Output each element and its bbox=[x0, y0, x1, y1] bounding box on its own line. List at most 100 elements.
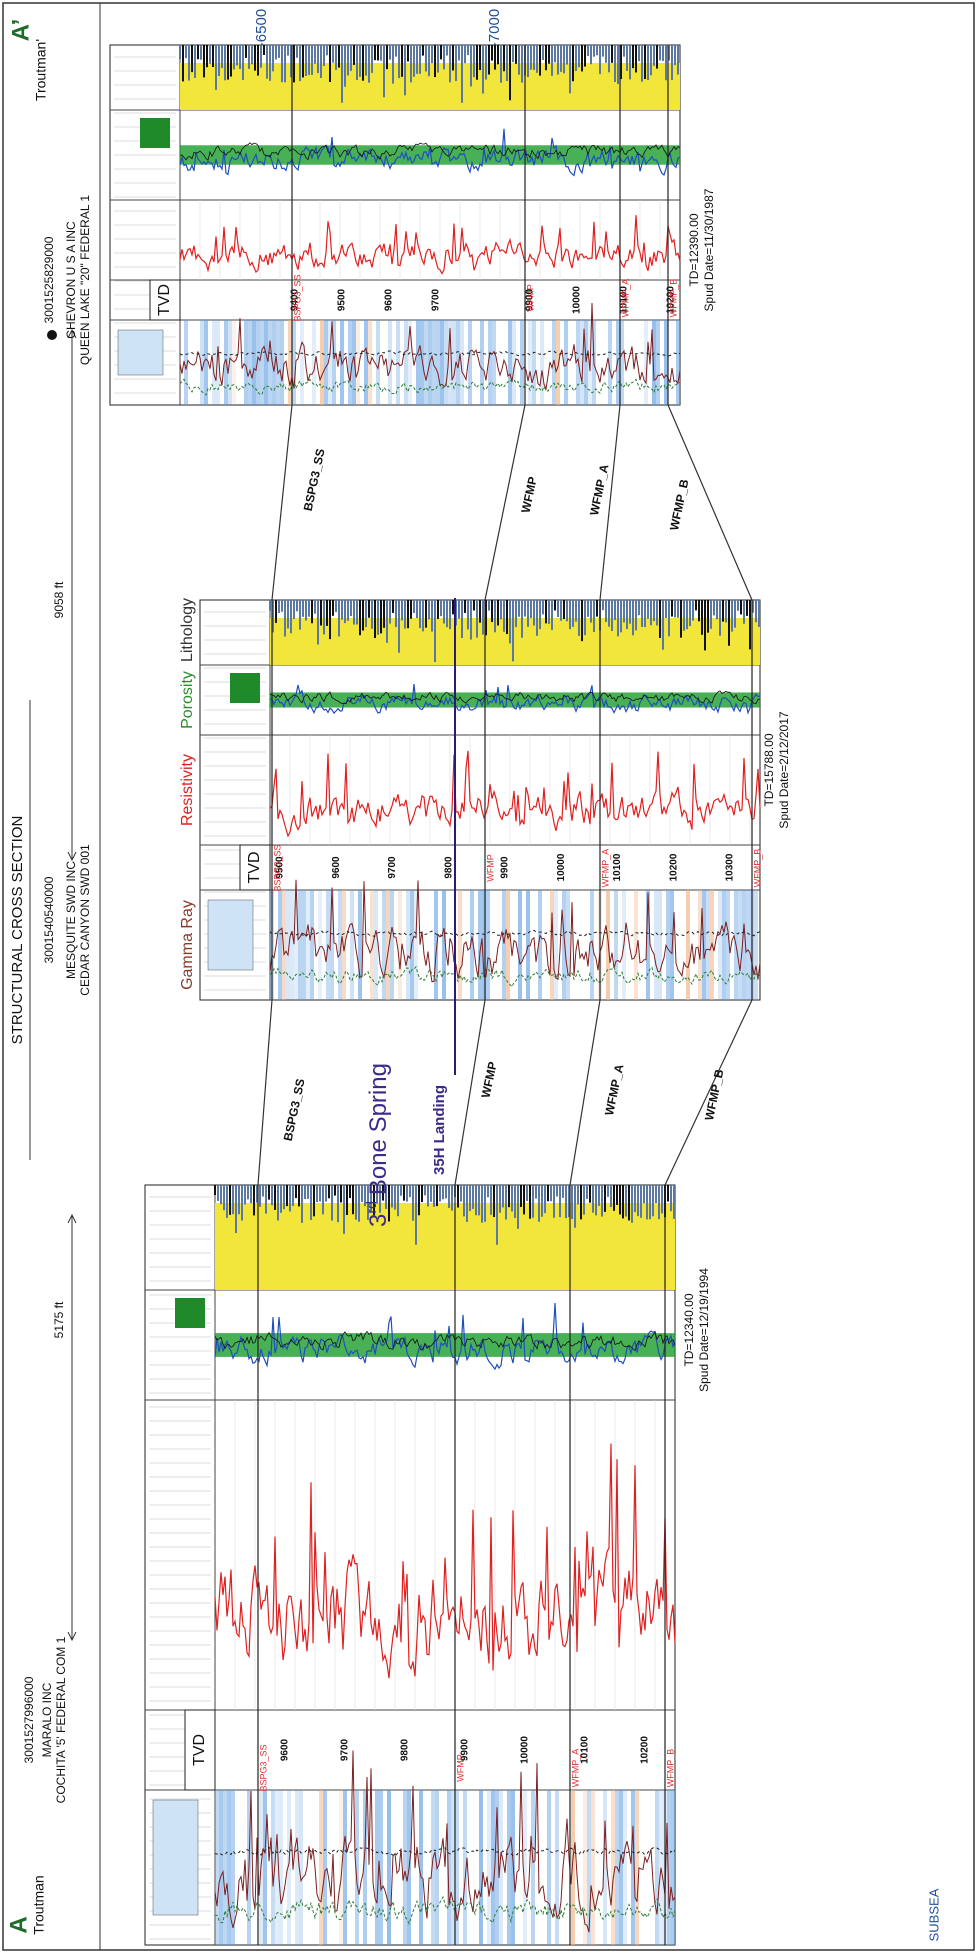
gamma-shade bbox=[456, 320, 460, 405]
gamma-shade bbox=[244, 320, 248, 405]
gamma-shade bbox=[272, 320, 276, 405]
gamma-shade bbox=[324, 320, 328, 405]
annotation-part: rd bbox=[363, 1201, 379, 1213]
gamma-shade bbox=[287, 1790, 291, 1945]
arrow-head bbox=[67, 851, 77, 862]
annotation: 3rd Bone Spring bbox=[363, 1063, 393, 1227]
correlation-line bbox=[599, 404, 621, 601]
gamma-shade bbox=[343, 1790, 347, 1945]
gamma-shade bbox=[463, 1790, 467, 1945]
resistivity-curve bbox=[269, 750, 761, 838]
tvd-label: TVD bbox=[156, 284, 173, 316]
well-operator: CHEVRON U S A INC bbox=[64, 221, 78, 339]
gamma-shade bbox=[364, 320, 368, 405]
gamma-shade bbox=[252, 320, 256, 405]
arrow-head bbox=[67, 1631, 77, 1642]
gamma-shade bbox=[310, 890, 314, 1000]
gamma-shade bbox=[387, 1790, 391, 1945]
end-label: A’ bbox=[7, 19, 34, 42]
gamma-shade bbox=[388, 320, 392, 405]
gamma-shade bbox=[571, 1790, 575, 1945]
depth-label: 9700 bbox=[431, 288, 442, 311]
gamma-header bbox=[117, 329, 164, 376]
gamma-shade bbox=[342, 890, 346, 1000]
gamma-shade bbox=[419, 1790, 423, 1945]
gamma-cutoff bbox=[179, 350, 681, 357]
gamma-shade bbox=[355, 1790, 359, 1945]
depth-label: 10000 bbox=[572, 286, 583, 314]
gamma-shade bbox=[518, 890, 522, 1000]
correlation-line bbox=[257, 999, 273, 1186]
depth-label: 9500 bbox=[337, 288, 348, 311]
gamma-shade bbox=[547, 1790, 551, 1945]
gamma-shade bbox=[502, 890, 506, 1000]
gamma-shade bbox=[528, 320, 532, 405]
depth-label: 9700 bbox=[340, 1738, 351, 1761]
top-label: BSPG3_SS bbox=[292, 274, 302, 321]
gamma-header bbox=[152, 1799, 199, 1916]
well-api: 3001540540000 bbox=[42, 876, 56, 963]
well-lease: QUEEN LAKE "20" FEDERAL 1 bbox=[78, 195, 92, 365]
well-api: 3001527996000 bbox=[22, 1676, 36, 1763]
gamma-shade bbox=[587, 1790, 591, 1945]
well-lease: COCHITA '5' FEDERAL COM 1 bbox=[54, 1636, 68, 1803]
gamma-shade bbox=[200, 320, 204, 405]
correlation-line bbox=[271, 404, 293, 601]
gamma-shade bbox=[319, 1790, 323, 1945]
gamma-shade bbox=[406, 890, 410, 1000]
lithology-fill bbox=[215, 1203, 675, 1290]
gamma-shade bbox=[520, 320, 524, 405]
gamma-shade bbox=[216, 320, 220, 405]
gamma-shade bbox=[550, 890, 554, 1000]
top-label: WFMP bbox=[455, 1754, 465, 1782]
gamma-shade bbox=[718, 890, 722, 1000]
gamma-shade bbox=[564, 320, 568, 405]
gamma-shade bbox=[320, 320, 324, 405]
depth-label: 10000 bbox=[520, 1736, 531, 1764]
gamma-shade bbox=[580, 320, 584, 405]
well-td: TD=15788.00 bbox=[762, 733, 776, 806]
depth-label: 10100 bbox=[612, 853, 623, 881]
gamma-shade bbox=[434, 890, 438, 1000]
start-name: Troutman bbox=[31, 1875, 47, 1934]
gamma-shade bbox=[379, 1790, 383, 1945]
gamma-shade bbox=[460, 320, 464, 405]
gamma-shade bbox=[447, 1790, 451, 1945]
gamma-shade bbox=[382, 890, 386, 1000]
gamma-cutoff bbox=[269, 929, 761, 938]
top-label: WFMP_A bbox=[620, 279, 630, 318]
gamma-shade bbox=[256, 320, 260, 405]
gamma-shade bbox=[644, 320, 648, 405]
gamma-shade bbox=[698, 890, 702, 1000]
resistivity-curve bbox=[179, 215, 681, 275]
gamma-shade bbox=[204, 320, 208, 405]
gamma-shade bbox=[370, 890, 374, 1000]
gamma-shade bbox=[584, 320, 588, 405]
gamma-shade bbox=[608, 320, 612, 405]
correlation-line bbox=[454, 999, 486, 1186]
gamma-shade bbox=[295, 1790, 299, 1945]
gamma-shade bbox=[738, 890, 742, 1000]
gamma-shade bbox=[215, 1790, 219, 1945]
gamma-shade bbox=[348, 320, 352, 405]
gamma-curve bbox=[179, 302, 681, 391]
gamma-shade bbox=[658, 890, 662, 1000]
gamma-shade bbox=[231, 1790, 235, 1945]
gamma-shade bbox=[184, 320, 188, 405]
gamma-shade bbox=[562, 890, 566, 1000]
gamma-shade bbox=[487, 1790, 491, 1945]
gamma-shade bbox=[279, 1790, 283, 1945]
gamma-shade bbox=[452, 320, 456, 405]
gamma-shade bbox=[676, 320, 680, 405]
well-operator: MARALO INC bbox=[40, 1682, 54, 1757]
gamma-shade bbox=[323, 1790, 327, 1945]
depth-label: 9700 bbox=[387, 856, 398, 879]
gamma-shade bbox=[286, 890, 290, 1000]
porosity-curve-2 bbox=[269, 690, 761, 705]
well-spud: Spud Date=11/30/1987 bbox=[702, 188, 716, 311]
gamma-shade bbox=[363, 1790, 367, 1945]
gamma-shade bbox=[702, 890, 706, 1000]
gamma-shade bbox=[666, 890, 670, 1000]
gamma-shade bbox=[491, 1790, 495, 1945]
